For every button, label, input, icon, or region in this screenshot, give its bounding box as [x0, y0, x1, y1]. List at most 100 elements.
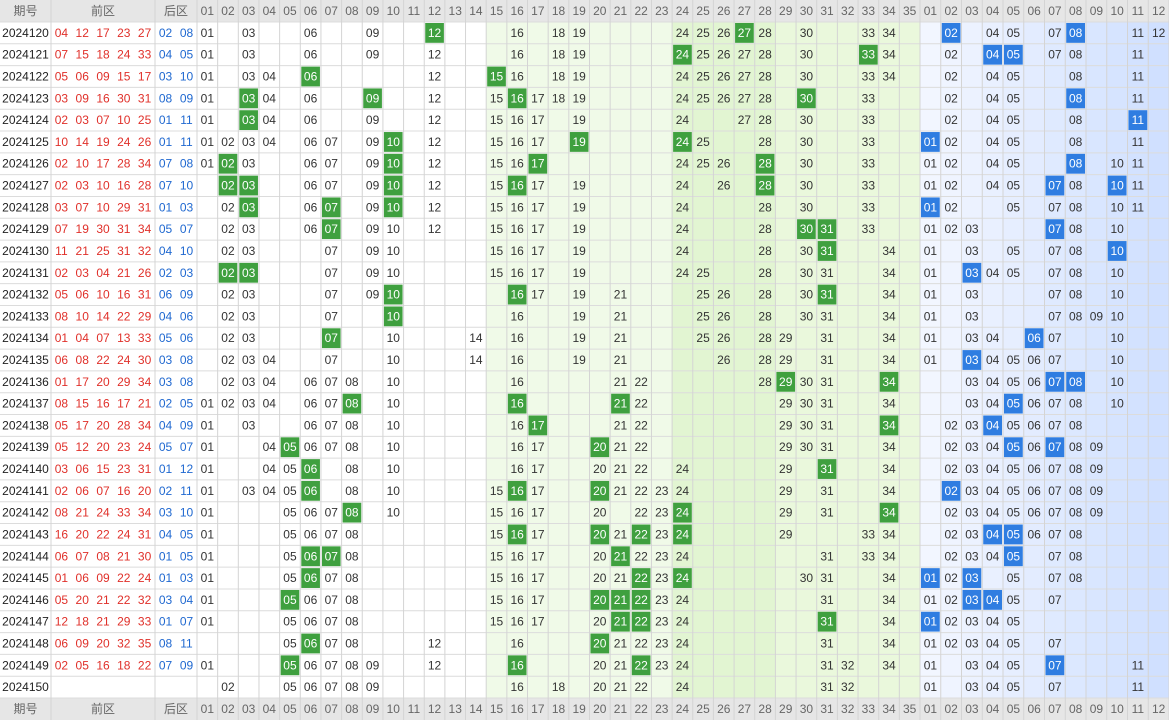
- trend-number: 14: [469, 331, 483, 345]
- front-number: 05: [55, 418, 69, 432]
- zone-bg: [320, 22, 342, 698]
- back-number: 02: [159, 266, 173, 280]
- col-label: 29: [779, 702, 793, 716]
- front-number: 16: [117, 288, 131, 302]
- trend-number: 24: [676, 549, 690, 563]
- trend-number: 02: [944, 157, 958, 171]
- trend-number: 16: [511, 418, 525, 432]
- hit-number: 03: [242, 91, 256, 105]
- trend-number: 06: [304, 200, 318, 214]
- front-number: 10: [96, 200, 110, 214]
- col-label: 25: [696, 4, 710, 18]
- hit-number: 16: [511, 288, 525, 302]
- trend-number: 34: [882, 244, 896, 258]
- col-label: 08: [1069, 4, 1083, 18]
- hit-number: 01: [924, 135, 938, 149]
- trend-number: 32: [841, 680, 855, 694]
- back-number: 07: [180, 615, 194, 629]
- hit-cell: [673, 132, 692, 152]
- hit-number: 07: [1048, 658, 1062, 672]
- trend-number: 11: [1132, 658, 1145, 672]
- trend-number: 03: [965, 462, 979, 476]
- hit-number: 08: [345, 506, 359, 520]
- hit-cell: [383, 284, 403, 305]
- trend-number: 08: [345, 658, 359, 672]
- trend-number: 04: [986, 179, 1000, 193]
- trend-number: 05: [1007, 680, 1021, 694]
- trend-number: 06: [1027, 527, 1041, 541]
- hit-number: 31: [820, 244, 834, 258]
- trend-number: 31: [820, 636, 834, 650]
- hit-cell: [962, 568, 982, 588]
- trend-number: 30: [800, 70, 814, 84]
- trend-number: 08: [1069, 571, 1083, 585]
- trend-number: 18: [552, 26, 566, 40]
- trend-number: 31: [820, 593, 834, 607]
- col-label: 04: [986, 4, 1000, 18]
- front-number: 32: [138, 244, 152, 258]
- trend-number: 04: [263, 353, 277, 367]
- trend-number: 06: [304, 680, 318, 694]
- trend-number: 03: [965, 658, 979, 672]
- zone-bg: [692, 22, 714, 698]
- front-number: 29: [117, 615, 131, 629]
- col-label: 35: [903, 4, 917, 18]
- hit-cell: [611, 611, 630, 632]
- hit-cell: [342, 393, 362, 414]
- front-number: 20: [96, 636, 110, 650]
- trend-number: 07: [325, 506, 339, 520]
- front-number: 34: [138, 157, 152, 171]
- trend-number: 07: [325, 375, 339, 389]
- trend-number: 04: [986, 91, 1000, 105]
- trend-number: 22: [634, 506, 648, 520]
- front-number: 12: [76, 26, 90, 40]
- hit-number: 05: [1007, 527, 1021, 541]
- front-number: 22: [117, 571, 131, 585]
- col-label: 05: [283, 702, 297, 716]
- col-label: 01: [924, 4, 938, 18]
- trend-number: 07: [1048, 680, 1062, 694]
- hit-number: 05: [283, 658, 297, 672]
- issue: 2024121: [2, 48, 49, 62]
- front-number: 19: [76, 222, 90, 236]
- trend-number: 03: [242, 222, 256, 236]
- trend-number: 06: [304, 615, 318, 629]
- hit-number: 34: [882, 506, 896, 520]
- trend-number: 07: [325, 571, 339, 585]
- trend-number: 02: [944, 70, 958, 84]
- front-number: 33: [138, 48, 152, 62]
- trend-number: 30: [800, 200, 814, 214]
- trend-number: 05: [1007, 375, 1021, 389]
- trend-number: 02: [221, 244, 235, 258]
- front-number: 17: [96, 157, 110, 171]
- hit-cell: [859, 44, 878, 65]
- hit-cell: [879, 371, 899, 392]
- trend-number: 02: [944, 113, 958, 127]
- front-number: 21: [76, 506, 90, 520]
- trend-number: 05: [1007, 70, 1021, 84]
- hit-number: 06: [1027, 331, 1041, 345]
- trend-number: 17: [531, 593, 545, 607]
- hit-number: 06: [304, 571, 318, 585]
- hit-cell: [321, 328, 341, 349]
- trend-number: 21: [614, 680, 628, 694]
- trend-number: 24: [676, 157, 690, 171]
- trend-number: 08: [345, 571, 359, 585]
- hit-number: 03: [965, 593, 979, 607]
- hit-number: 12: [428, 26, 442, 40]
- trend-number: 09: [366, 680, 380, 694]
- trend-number: 03: [242, 157, 256, 171]
- hit-number: 16: [511, 91, 525, 105]
- trend-number: 05: [1007, 636, 1021, 650]
- hit-cell: [383, 153, 403, 174]
- trend-number: 01: [201, 593, 215, 607]
- trend-number: 26: [717, 309, 731, 323]
- col-label: 02: [944, 702, 958, 716]
- trend-number: 07: [325, 288, 339, 302]
- front-number: 20: [76, 593, 90, 607]
- trend-number: 03: [965, 636, 979, 650]
- front-number: 06: [55, 549, 69, 563]
- hit-number: 16: [511, 527, 525, 541]
- trend-number: 30: [800, 113, 814, 127]
- front-number: 02: [55, 157, 69, 171]
